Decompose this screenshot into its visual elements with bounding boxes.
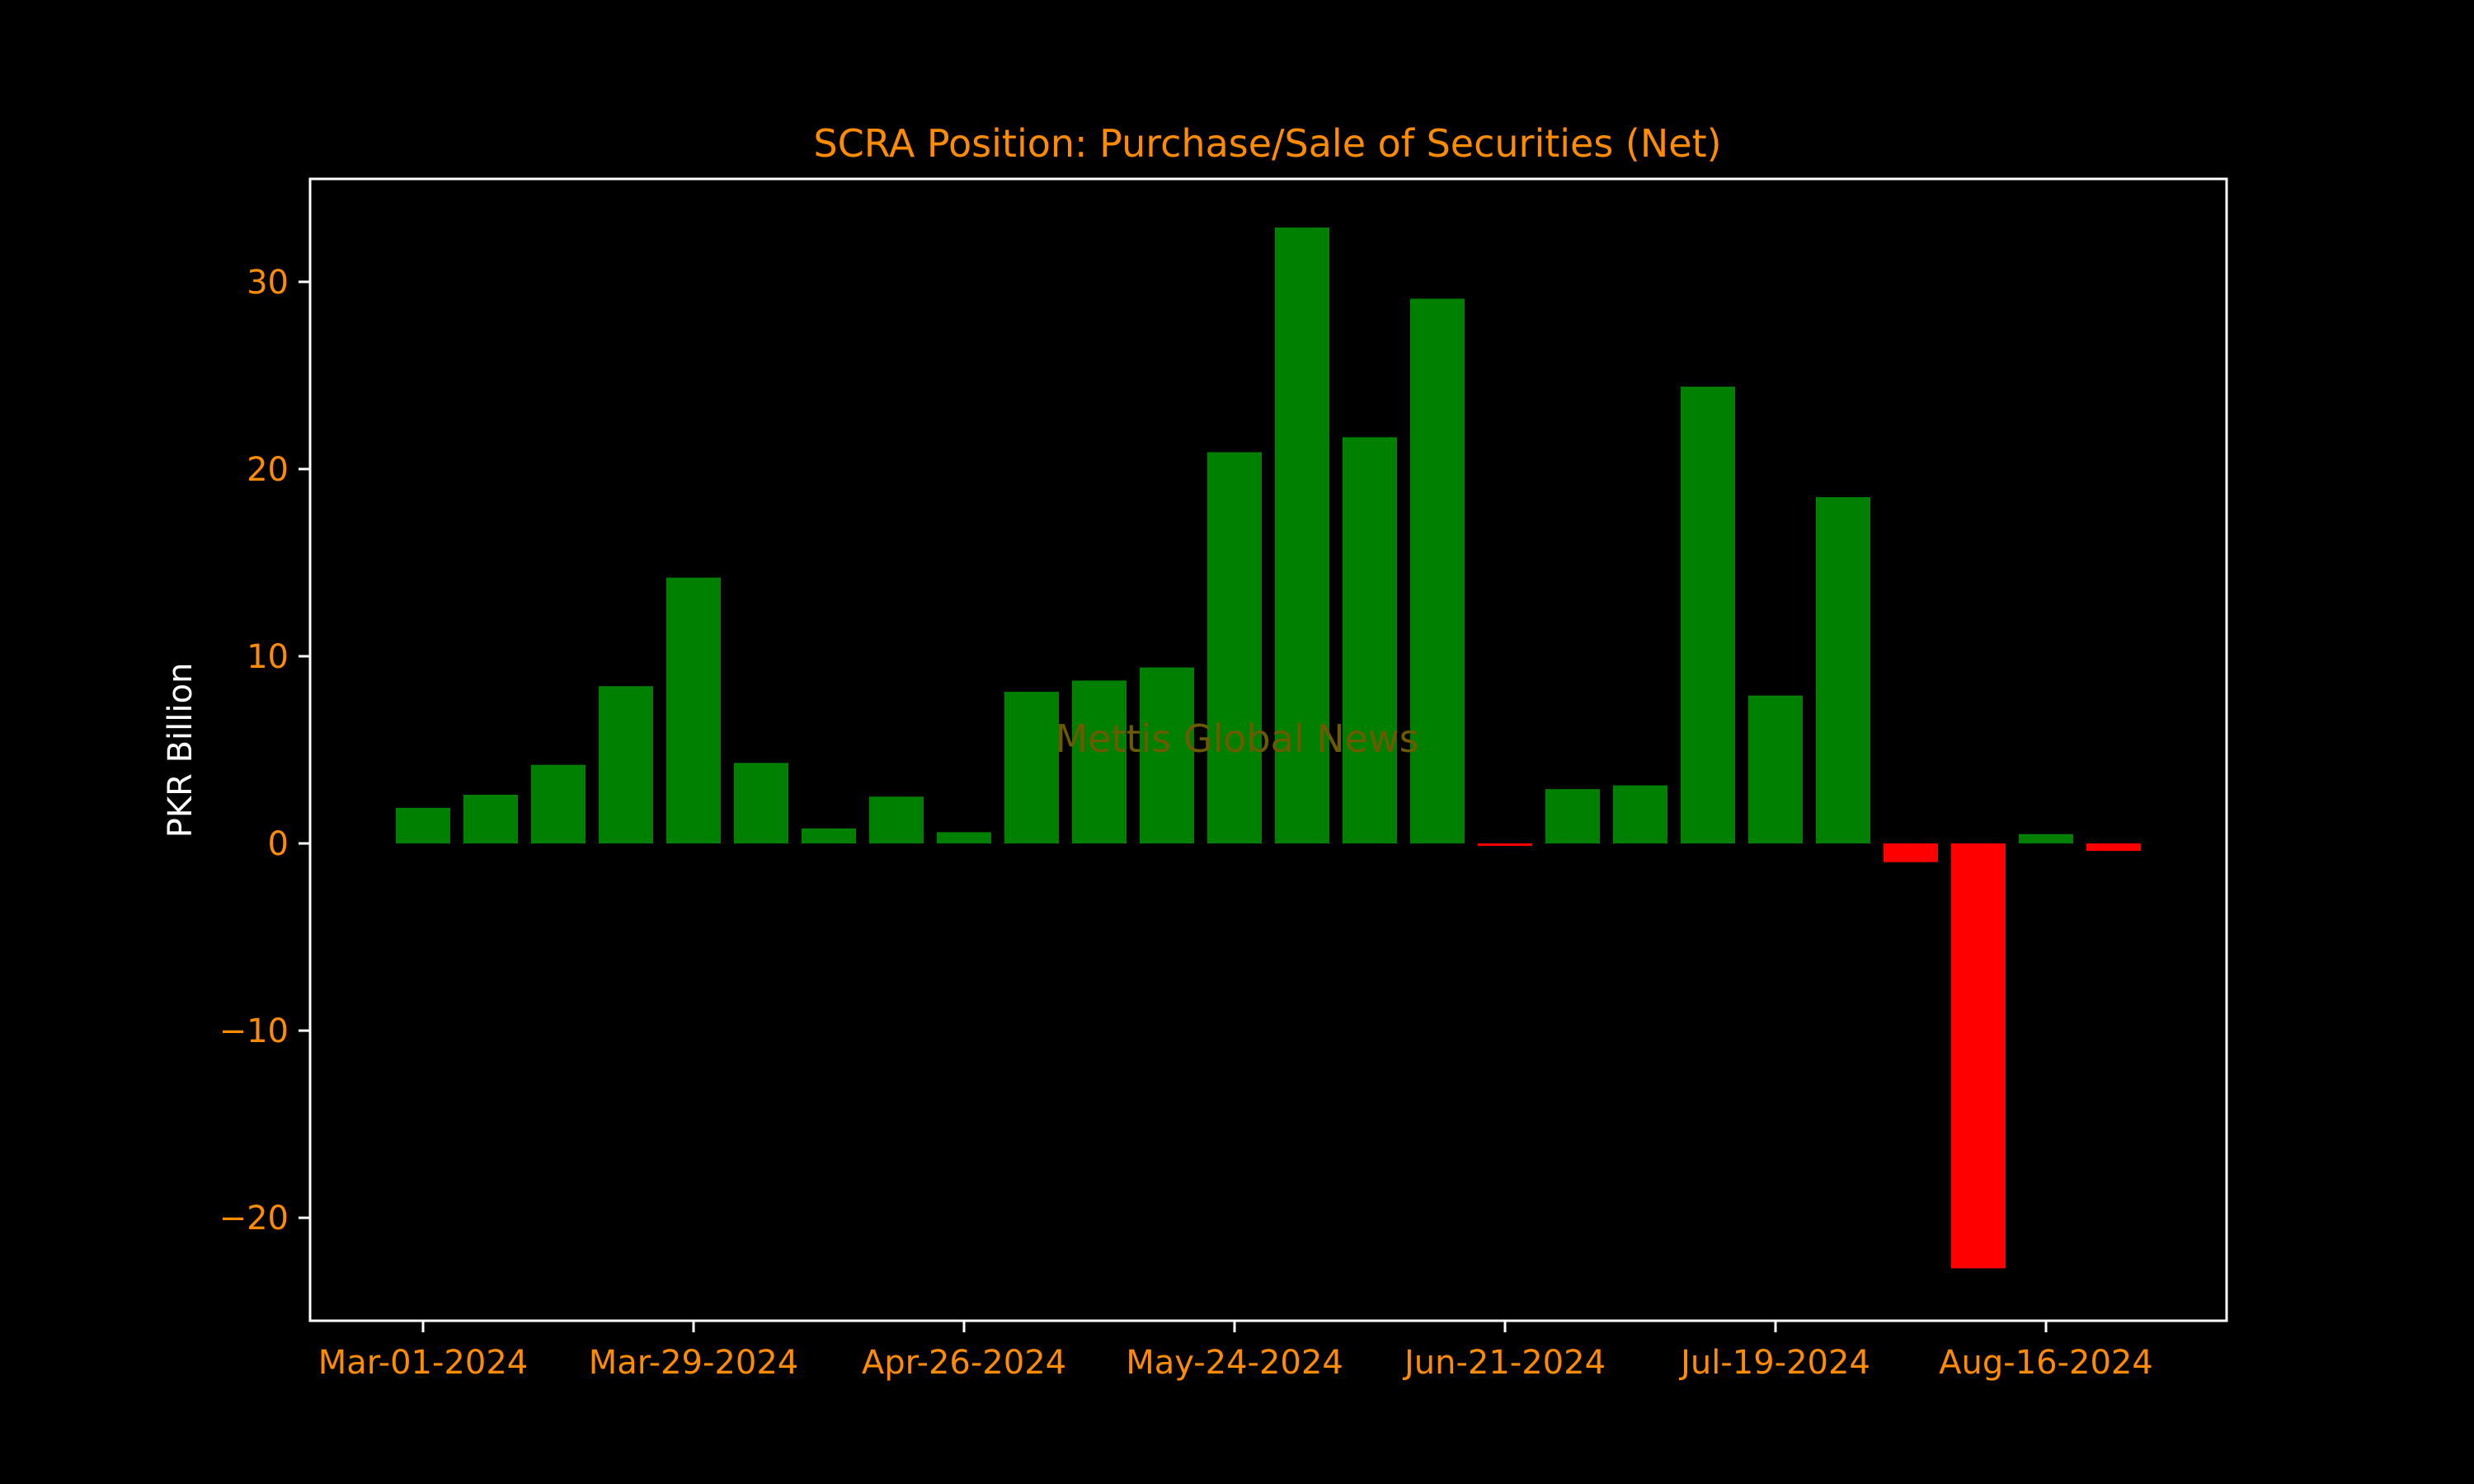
bar-Aug-23-2024 [2086,843,2141,852]
watermark: Mettis Global News [1055,716,1418,761]
bar-Apr-12-2024 [802,828,856,844]
plot-frame [308,177,2228,1322]
x-tick-label: May-24-2024 [1126,1344,1343,1382]
bar-Apr-05-2024 [734,763,788,844]
y-tick-label: 0 [268,825,289,863]
y-tick-label: 20 [247,451,289,489]
bar-Aug-16-2024 [2019,834,2073,844]
bar-Jun-07-2024 [1343,437,1397,844]
bar-May-10-2024 [1072,680,1126,844]
x-tick-label: Apr-26-2024 [862,1344,1066,1382]
x-axis-ticks: Mar-01-2024 Mar-29-2024 Apr-26-2024 May-24-… [318,1321,2153,1382]
bar-Jul-12-2024 [1681,387,1735,844]
y-axis-ticks: −20 −10 0 10 20 30 [219,264,310,1237]
bar-Mar-08-2024 [463,794,518,844]
x-tick-label: Mar-29-2024 [589,1344,798,1382]
bar-Jun-14-2024 [1410,298,1465,844]
bar-Mar-01-2024 [396,807,450,844]
x-tick-label: Jun-21-2024 [1402,1344,1606,1382]
bar-Jul-26-2024 [1816,496,1870,844]
y-tick-label: 30 [247,264,289,302]
x-tick-label: Mar-01-2024 [318,1344,528,1382]
y-axis-label: PKR Billion [162,663,200,838]
bar-Aug-02-2024 [1884,843,1938,862]
bar-Mar-29-2024 [666,577,721,844]
bar-May-17-2024 [1140,667,1194,844]
chart-title: SCRA Position: Purchase/Sale of Securiti… [813,121,1721,166]
bar-May-24-2024 [1207,452,1262,844]
bar-Apr-19-2024 [869,796,924,844]
bar-Mar-22-2024 [599,686,653,844]
bar-Mar-15-2024 [531,764,586,844]
bar-Jun-28-2024 [1545,789,1600,844]
y-tick-label: −10 [219,1012,289,1050]
bar-Apr-26-2024 [937,832,991,844]
bar-May-31-2024 [1275,228,1329,844]
bar-May-03-2024 [1004,692,1059,844]
x-tick-label: Jul-19-2024 [1678,1344,1870,1382]
bar-Jul-05-2024 [1613,785,1667,844]
x-tick-label: Aug-16-2024 [1939,1344,2153,1382]
y-tick-label: −20 [219,1200,289,1237]
bar-Aug-09-2024 [1951,843,2006,1269]
bar-Jun-21-2024 [1478,843,1532,847]
bars-group [396,228,2141,1269]
y-tick-label: 10 [247,638,289,676]
bar-Jul-19-2024 [1748,695,1803,844]
